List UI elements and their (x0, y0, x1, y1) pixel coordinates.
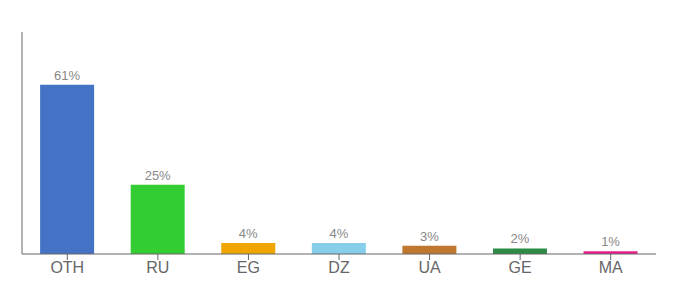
svg-text:25%: 25% (145, 168, 171, 183)
svg-text:OTH: OTH (50, 259, 84, 276)
svg-text:61%: 61% (54, 68, 80, 83)
svg-text:EG: EG (237, 259, 260, 276)
svg-text:GE: GE (509, 259, 532, 276)
svg-text:4%: 4% (239, 226, 258, 241)
svg-text:UA: UA (418, 259, 441, 276)
svg-text:4%: 4% (329, 226, 348, 241)
svg-text:RU: RU (146, 259, 169, 276)
svg-text:MA: MA (599, 259, 623, 276)
svg-text:DZ: DZ (328, 259, 350, 276)
svg-text:1%: 1% (601, 234, 620, 249)
svg-text:2%: 2% (511, 231, 530, 246)
svg-text:3%: 3% (420, 229, 439, 244)
